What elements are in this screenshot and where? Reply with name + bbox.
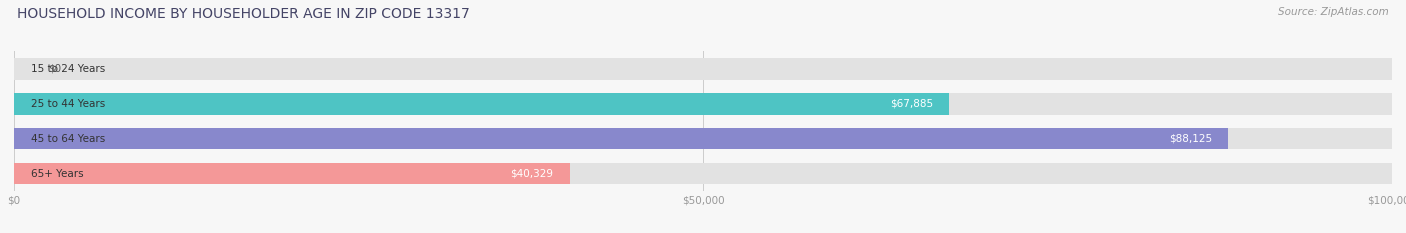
Text: 45 to 64 Years: 45 to 64 Years [31,134,105,144]
Text: Source: ZipAtlas.com: Source: ZipAtlas.com [1278,7,1389,17]
Text: 65+ Years: 65+ Years [31,169,83,178]
Text: $40,329: $40,329 [510,169,553,178]
Bar [14,128,1392,150]
Text: $88,125: $88,125 [1168,134,1212,144]
Text: 15 to 24 Years: 15 to 24 Years [31,64,105,74]
Text: 25 to 44 Years: 25 to 44 Years [31,99,105,109]
Text: $0: $0 [48,64,62,74]
Bar [14,58,1392,80]
Bar [14,93,949,115]
Text: HOUSEHOLD INCOME BY HOUSEHOLDER AGE IN ZIP CODE 13317: HOUSEHOLD INCOME BY HOUSEHOLDER AGE IN Z… [17,7,470,21]
Bar [14,163,569,185]
Bar [14,93,1392,115]
Bar [14,128,1229,150]
Bar [14,163,1392,185]
Text: $67,885: $67,885 [890,99,934,109]
